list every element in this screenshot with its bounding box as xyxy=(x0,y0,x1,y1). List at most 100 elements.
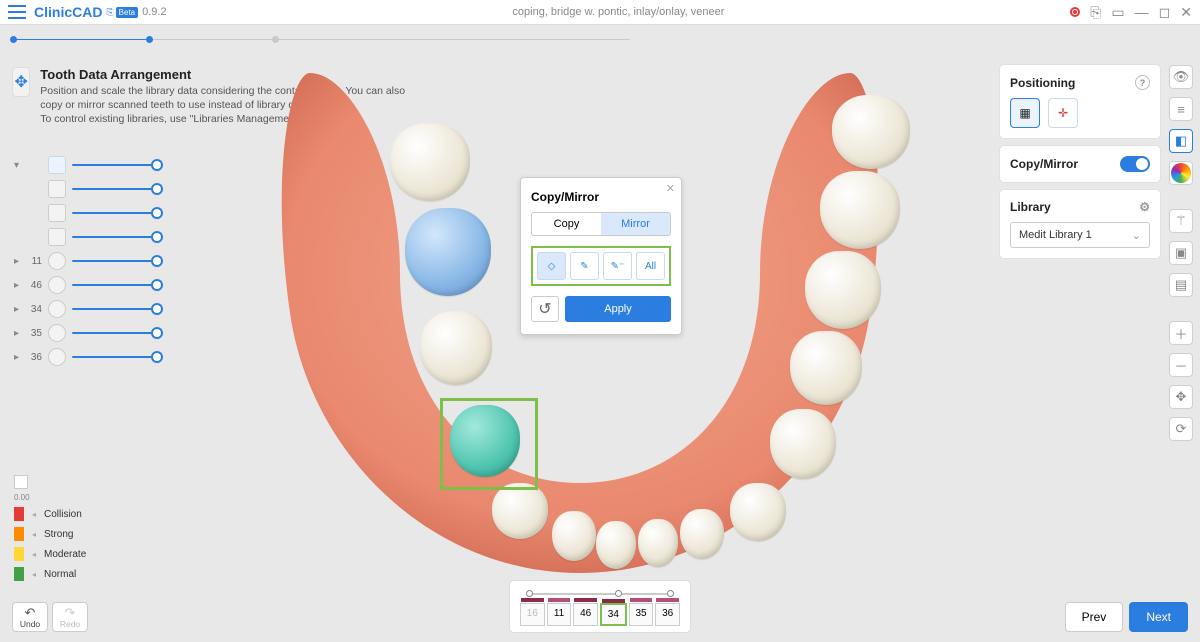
next-button[interactable]: Next xyxy=(1129,602,1188,632)
expand-icon[interactable]: ▸ xyxy=(14,352,22,363)
positioning-tool-axes[interactable]: ✛ xyxy=(1048,98,1078,128)
slider-knob[interactable] xyxy=(151,279,163,291)
slider-knob[interactable] xyxy=(151,255,163,267)
tooth-chip[interactable]: 46 xyxy=(573,603,598,626)
slider-track[interactable] xyxy=(72,164,159,166)
slider-knob[interactable] xyxy=(151,183,163,195)
tooth-icon[interactable] xyxy=(48,252,66,270)
legend-scale-value: 0.00 xyxy=(14,493,86,502)
slider-track[interactable] xyxy=(72,260,159,262)
slider-knob[interactable] xyxy=(151,231,163,243)
tool-layers-icon[interactable]: ≡ xyxy=(1169,97,1193,121)
chevron-down-icon: ⌄ xyxy=(1132,229,1141,242)
tooth-model[interactable] xyxy=(770,409,836,479)
dialog-tool-brush-remove[interactable]: ✎⁻ xyxy=(603,252,632,280)
apply-button[interactable]: Apply xyxy=(565,296,671,322)
tool-section-icon[interactable]: ▤ xyxy=(1169,273,1193,297)
screenshot-icon[interactable]: ▭ xyxy=(1111,4,1124,21)
tab-mirror[interactable]: Mirror xyxy=(601,213,670,235)
dialog-tabs: Copy Mirror xyxy=(531,212,671,236)
positioning-panel: Positioning? ▦ ✛ xyxy=(1000,65,1160,138)
expand-icon[interactable]: ▸ xyxy=(14,304,22,315)
tooth-model[interactable] xyxy=(390,123,470,201)
dialog-tool-all[interactable]: All xyxy=(636,252,665,280)
tooth-model[interactable] xyxy=(638,519,678,567)
tooth-model[interactable] xyxy=(832,95,910,169)
prev-button[interactable]: Prev xyxy=(1065,602,1124,632)
help-icon[interactable]: ? xyxy=(1135,75,1150,90)
redo-button[interactable]: ↷Redo xyxy=(52,602,88,632)
tooth-icon[interactable] xyxy=(48,348,66,366)
slider-icon[interactable] xyxy=(48,228,66,246)
minimize-icon[interactable]: — xyxy=(1135,4,1149,20)
tooth-model[interactable] xyxy=(552,511,596,561)
slider-knob[interactable] xyxy=(151,327,163,339)
gear-icon[interactable]: ⚙ xyxy=(1139,200,1150,214)
slider-track[interactable] xyxy=(72,332,159,334)
tooth-model[interactable] xyxy=(680,509,724,559)
slider-icon[interactable] xyxy=(48,180,66,198)
tooth-icon[interactable] xyxy=(48,300,66,318)
pan-icon[interactable]: ✥ xyxy=(1169,385,1193,409)
camera-icon[interactable]: ⎘ xyxy=(1090,4,1101,21)
zoom-in-icon[interactable]: ＋ xyxy=(1169,321,1193,345)
legend-color-chip xyxy=(14,567,24,581)
tab-copy[interactable]: Copy xyxy=(532,213,601,235)
tool-model-icon[interactable]: ▣ xyxy=(1169,241,1193,265)
tooth-model[interactable] xyxy=(805,251,881,329)
tooth-icon[interactable] xyxy=(48,276,66,294)
expand-icon[interactable]: ▸ xyxy=(14,280,22,291)
slider-knob[interactable] xyxy=(151,351,163,363)
expand-icon[interactable]: ▸ xyxy=(14,328,22,339)
slider-knob[interactable] xyxy=(151,207,163,219)
tooth-model[interactable] xyxy=(730,483,786,541)
tool-crown-icon[interactable]: ⚚ xyxy=(1169,209,1193,233)
dialog-close-icon[interactable]: ✕ xyxy=(666,182,675,195)
tool-eye-icon[interactable]: 👁 xyxy=(1169,65,1193,89)
step-progress xyxy=(10,39,380,41)
tooth-model[interactable] xyxy=(790,331,862,405)
library-select[interactable]: Medit Library 1 ⌄ xyxy=(1010,222,1150,248)
tooth-chip[interactable]: 34 xyxy=(600,603,627,626)
right-panels: Positioning? ▦ ✛ Copy/Mirror Library⚙ Me… xyxy=(1000,65,1160,258)
tool-cube-icon[interactable]: ◧ xyxy=(1169,129,1193,153)
tooth-chip[interactable]: 35 xyxy=(629,603,654,626)
slider-icon[interactable] xyxy=(48,156,66,174)
slider-track[interactable] xyxy=(72,284,159,286)
slider-icon[interactable] xyxy=(48,204,66,222)
tooth-model[interactable] xyxy=(820,171,900,249)
slider-knob[interactable] xyxy=(151,159,163,171)
tool-colorwheel-icon[interactable] xyxy=(1169,161,1193,185)
copy-mirror-toggle[interactable] xyxy=(1120,156,1150,172)
close-icon[interactable]: ✕ xyxy=(1180,4,1192,21)
tooth-model[interactable] xyxy=(405,208,491,296)
slider-track[interactable] xyxy=(72,308,159,310)
dialog-tool-brush-add[interactable]: ✎ xyxy=(570,252,599,280)
dialog-tool-select[interactable]: ◇ xyxy=(537,252,566,280)
tooth-model[interactable] xyxy=(420,311,492,385)
tooth-model[interactable] xyxy=(492,483,548,539)
slider-track[interactable] xyxy=(72,212,159,214)
slider-knob[interactable] xyxy=(151,303,163,315)
menu-icon[interactable] xyxy=(8,5,26,19)
maximize-icon[interactable]: ◻ xyxy=(1159,4,1171,21)
positioning-tool-grid[interactable]: ▦ xyxy=(1010,98,1040,128)
slider-track[interactable] xyxy=(72,188,159,190)
slider-track[interactable] xyxy=(72,236,159,238)
zoom-out-icon[interactable]: － xyxy=(1169,353,1193,377)
dialog-history-icon[interactable]: ↺ xyxy=(531,296,559,322)
library-selected-value: Medit Library 1 xyxy=(1019,229,1092,241)
expand-icon[interactable]: ▸ xyxy=(14,256,22,267)
tooth-icon[interactable] xyxy=(48,324,66,342)
tooth-chip[interactable]: 11 xyxy=(547,603,572,626)
record-icon[interactable] xyxy=(1070,7,1080,17)
slider-track[interactable] xyxy=(72,356,159,358)
tooth-chip[interactable]: 16 xyxy=(520,603,545,626)
rotate-icon[interactable]: ⟳ xyxy=(1169,417,1193,441)
tooth-model[interactable] xyxy=(596,521,636,569)
tooth-chip[interactable]: 36 xyxy=(655,603,680,626)
legend-color-chip xyxy=(14,507,24,521)
legend-marker-icon: ◂ xyxy=(32,570,36,579)
collapse-icon[interactable]: ▾ xyxy=(14,160,22,171)
undo-button[interactable]: ↶Undo xyxy=(12,602,48,632)
